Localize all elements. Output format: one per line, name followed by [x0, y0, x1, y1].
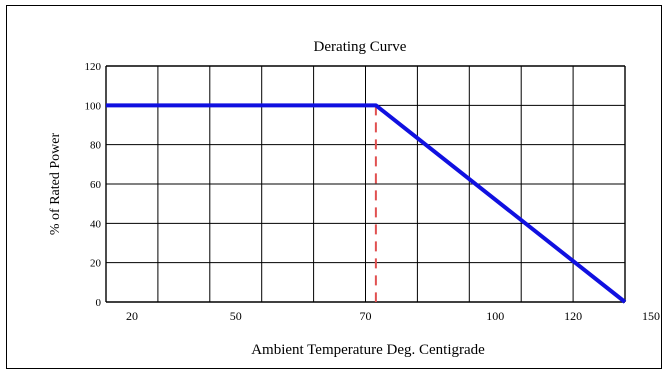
chart-title: Derating Curve [314, 39, 407, 55]
x-tick-labels: 20 50 70 100 120 150 [126, 309, 660, 323]
x-tick-label: 70 [360, 309, 372, 323]
y-tick-label: 40 [90, 218, 102, 230]
x-tick-label: 20 [126, 309, 138, 323]
x-tick-label: 100 [486, 309, 504, 323]
x-tick-label: 150 [642, 309, 660, 323]
series-layer [105, 103, 627, 304]
y-tick-label: 80 [90, 140, 102, 152]
x-tick-label: 120 [564, 309, 582, 323]
y-axis-label: % of Rated Power [48, 133, 63, 236]
y-tick-label: 60 [90, 179, 102, 191]
y-tick-label: 20 [90, 258, 102, 270]
y-tick-label: 0 [96, 297, 102, 309]
y-tick-labels: 0 20 40 60 80 100 120 [85, 61, 102, 309]
x-axis-label: Ambient Temperature Deg. Centigrade [251, 342, 485, 358]
x-tick-label: 50 [230, 309, 242, 323]
grid-lines [105, 65, 626, 303]
y-tick-label: 120 [85, 61, 102, 73]
y-tick-label: 100 [85, 100, 102, 112]
